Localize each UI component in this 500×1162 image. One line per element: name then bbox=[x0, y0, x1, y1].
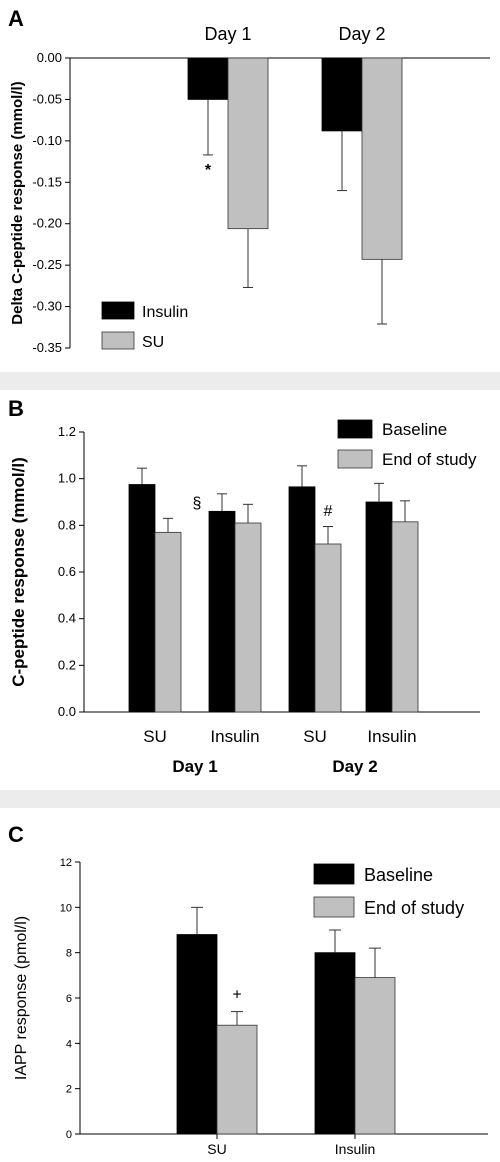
legend-swatch bbox=[313, 896, 355, 918]
y-tick-label: -0.20 bbox=[32, 216, 62, 231]
bar-end-of-study bbox=[391, 521, 419, 713]
y-tick-label: -0.30 bbox=[32, 299, 62, 314]
bar-end-of-study bbox=[314, 543, 342, 713]
y-tick-label: -0.25 bbox=[32, 257, 62, 272]
panel-b: B 0.0 0.2 0.4 0.6 0.8 1.0 1.2 C-peptide response… bbox=[8, 396, 480, 776]
bar-baseline bbox=[365, 501, 393, 713]
category-label: Day 2 bbox=[338, 24, 385, 44]
panel-separator bbox=[0, 372, 500, 390]
y-tick-label: 12 bbox=[60, 857, 72, 869]
panel-letter: A bbox=[8, 6, 24, 31]
y-tick-label: 6 bbox=[66, 993, 72, 1005]
bar-end-of-study bbox=[234, 522, 262, 713]
legend-label: End of study bbox=[364, 898, 464, 918]
legend-label: Baseline bbox=[382, 420, 447, 439]
bar-end-of-study bbox=[154, 531, 182, 713]
y-tick-label: 1.0 bbox=[58, 471, 76, 486]
category-label: SU bbox=[207, 1141, 226, 1157]
y-tick-label: 8 bbox=[66, 948, 72, 960]
group-label: Day 1 bbox=[172, 757, 217, 776]
y-axis-label: IAPP response (pmol/l) bbox=[13, 916, 30, 1080]
legend-swatch bbox=[337, 449, 373, 469]
legend-label: Baseline bbox=[364, 865, 433, 885]
panel-c: C 0 2 4 6 8 10 12 IAPP response (pmol/l) SU Insuli… bbox=[8, 822, 488, 1157]
legend-swatch bbox=[337, 419, 373, 439]
y-tick-label: -0.10 bbox=[32, 133, 62, 148]
y-axis-label: C-peptide response (mmol/l) bbox=[9, 457, 28, 687]
y-tick-label: 10 bbox=[60, 902, 72, 914]
significance-mark: + bbox=[232, 987, 241, 1004]
legend-label: End of study bbox=[382, 450, 477, 469]
panel-letter: C bbox=[8, 822, 24, 847]
panel-letter: B bbox=[8, 396, 24, 421]
bar-end-of-study bbox=[354, 977, 396, 1135]
bar-baseline bbox=[208, 510, 236, 713]
y-tick-label: 0.00 bbox=[37, 50, 62, 65]
y-tick-label: 0.8 bbox=[58, 517, 76, 532]
significance-mark: # bbox=[324, 503, 333, 520]
significance-mark: * bbox=[205, 162, 212, 179]
bar-baseline bbox=[288, 486, 316, 713]
y-tick-label: -0.35 bbox=[32, 340, 62, 355]
y-tick-label: 0.2 bbox=[58, 657, 76, 672]
bar-insulin bbox=[321, 57, 363, 132]
bar-baseline bbox=[176, 934, 218, 1135]
bar-insulin bbox=[187, 57, 229, 100]
bar-su bbox=[361, 57, 403, 260]
bar-baseline bbox=[314, 952, 356, 1135]
y-tick-label: 0.6 bbox=[58, 564, 76, 579]
y-tick-label: 2 bbox=[66, 1084, 72, 1096]
bar-end-of-study bbox=[216, 1024, 258, 1135]
y-tick-label: 4 bbox=[66, 1038, 72, 1050]
group-label: Day 2 bbox=[332, 757, 377, 776]
y-tick-label: 1.2 bbox=[58, 424, 76, 439]
y-tick-label: -0.15 bbox=[32, 174, 62, 189]
legend-label: Insulin bbox=[142, 304, 188, 321]
y-tick-label: 0.0 bbox=[58, 704, 76, 719]
bar-baseline bbox=[128, 484, 156, 713]
legend-swatch bbox=[101, 301, 135, 320]
y-tick-label: -0.05 bbox=[32, 91, 62, 106]
significance-mark: § bbox=[193, 495, 202, 512]
legend-label: SU bbox=[142, 334, 164, 351]
y-tick-label: 0.4 bbox=[58, 611, 76, 626]
category-label: SU bbox=[143, 727, 167, 746]
category-label: SU bbox=[303, 727, 327, 746]
category-label: Day 1 bbox=[204, 24, 251, 44]
category-label: Insulin bbox=[367, 727, 416, 746]
bar-su bbox=[227, 57, 269, 230]
y-axis-label: Delta C-peptide response (mmol/l) bbox=[9, 81, 26, 324]
y-tick-label: 0 bbox=[66, 1129, 72, 1141]
category-label: Insulin bbox=[335, 1141, 375, 1157]
legend-swatch bbox=[313, 863, 355, 885]
legend-swatch bbox=[101, 331, 135, 350]
panel-separator bbox=[0, 790, 500, 808]
category-label: Insulin bbox=[210, 727, 259, 746]
panel-a: A 0.00 -0.05 -0.10 -0.15 -0.20 -0.25 -0.30 -0.35… bbox=[8, 6, 490, 355]
